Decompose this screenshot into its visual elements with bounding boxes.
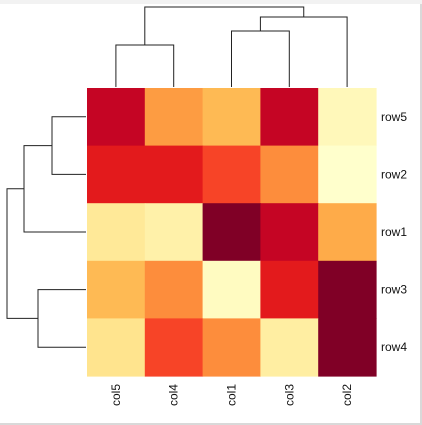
heatmap-cell-row2-col3 (260, 145, 319, 204)
top-border (0, 0, 422, 4)
row-dendrogram (6, 116, 86, 348)
heatmap-cell-row2-col5 (87, 145, 146, 204)
heatmap-cell-row2-col2 (318, 145, 377, 204)
heatmap-cell-row1-col4 (144, 203, 204, 262)
heatmap-cell-row4-col2 (318, 318, 377, 377)
row-link-root (6, 188, 38, 319)
heatmap-cell-row1-col2 (318, 203, 377, 262)
column-label-col2: col2 (340, 384, 354, 406)
heatmap-cell-row3-col2 (318, 260, 377, 319)
column-label-col4: col4 (167, 384, 181, 406)
heatmap-cell-row2-col4 (144, 145, 204, 204)
row-label-row4: row4 (381, 340, 407, 354)
row-link-row3-row4 (37, 289, 86, 348)
column-labels: col5 col4 col1 col3 col2 (109, 384, 354, 406)
column-link-group-col2 (259, 16, 348, 87)
heatmap-cell-row5-col1 (202, 88, 261, 147)
heatmap-cell-row4-col4 (144, 318, 204, 377)
heatmap-cell-row5-col4 (144, 88, 204, 147)
heatmap-cell-row4-col3 (260, 318, 319, 377)
heatmap-cell-row4-col5 (87, 318, 146, 377)
row-labels: row5 row2 row1 row3 row4 (381, 110, 407, 354)
column-label-col1: col1 (225, 384, 239, 406)
heatmap-cell-row5-col3 (260, 88, 319, 147)
heatmap-cell-row4-col1 (202, 318, 261, 377)
row-link-row5-row2 (51, 116, 86, 175)
column-link-col1-col3 (231, 30, 290, 87)
heatmap-cell-row3-col3 (260, 260, 319, 319)
row-label-row5: row5 (381, 110, 407, 124)
heatmap-cell-row5-col5 (87, 88, 146, 147)
column-label-col3: col3 (282, 384, 296, 406)
column-label-col5: col5 (109, 384, 123, 406)
row-link-group-row1 (23, 145, 86, 233)
heatmap-cell-row1-col3 (260, 203, 319, 262)
row-label-row3: row3 (381, 283, 407, 297)
heatmap-cell-row3-col4 (144, 260, 204, 319)
row-label-row1: row1 (381, 225, 407, 239)
heatmap-cell-row1-col5 (87, 203, 146, 262)
column-link-root (144, 6, 305, 45)
heatmap-cell-row3-col5 (87, 260, 146, 319)
heatmap-cell-row5-col2 (318, 88, 377, 147)
column-dendrogram (115, 6, 348, 87)
heatmap-cell-row2-col1 (202, 145, 261, 204)
heatmap-cell-row3-col1 (202, 260, 261, 319)
column-link-col5-col4 (115, 44, 175, 87)
heatmap-cell-row1-col1 (202, 203, 261, 262)
heatmap-cells (87, 88, 377, 377)
row-label-row2: row2 (381, 167, 407, 181)
